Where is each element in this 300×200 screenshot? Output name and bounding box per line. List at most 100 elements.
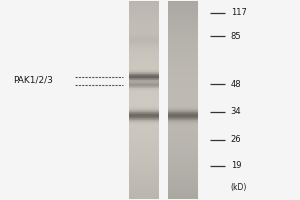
Bar [168, 123, 198, 124]
Bar [129, 110, 159, 111]
Bar [129, 31, 159, 32]
Text: 117: 117 [231, 8, 247, 17]
Bar [129, 187, 159, 189]
Bar [168, 123, 198, 124]
Bar [129, 198, 159, 199]
Bar [129, 121, 159, 122]
Bar [129, 173, 159, 174]
Bar [168, 121, 198, 123]
Bar [129, 50, 159, 51]
Bar [129, 34, 159, 35]
Text: 26: 26 [231, 135, 241, 144]
Bar [168, 171, 198, 173]
Bar [129, 51, 159, 52]
Bar [129, 31, 159, 32]
Bar [168, 111, 198, 112]
Bar [129, 152, 159, 153]
Bar [129, 157, 159, 158]
Bar [168, 110, 198, 111]
Bar [129, 85, 159, 87]
Bar [129, 79, 159, 80]
Bar [129, 125, 159, 126]
Bar [129, 117, 159, 119]
Bar [129, 166, 159, 168]
Bar [129, 89, 159, 90]
Bar [129, 161, 159, 162]
Bar [129, 114, 159, 115]
Bar [129, 120, 159, 121]
Bar [129, 1, 159, 2]
Bar [168, 186, 198, 187]
Bar [168, 56, 198, 58]
Bar [168, 114, 198, 115]
Bar [129, 165, 159, 166]
Bar [129, 95, 159, 96]
Bar [168, 119, 198, 120]
Bar [168, 79, 198, 80]
Text: 34: 34 [231, 107, 241, 116]
Bar [129, 52, 159, 54]
Bar [129, 78, 159, 79]
Bar [129, 99, 159, 100]
Bar [168, 185, 198, 186]
Bar [168, 96, 198, 97]
Bar [129, 10, 159, 11]
Bar [168, 125, 198, 126]
Bar [168, 38, 198, 39]
Bar [129, 46, 159, 47]
Bar [168, 66, 198, 67]
Bar [168, 174, 198, 175]
Bar [129, 182, 159, 183]
Bar [168, 59, 198, 60]
Bar [129, 108, 159, 109]
Bar [168, 142, 198, 144]
Bar [129, 59, 159, 60]
Bar [168, 121, 198, 122]
Bar [129, 113, 159, 114]
Bar [168, 109, 198, 111]
Bar [129, 80, 159, 81]
Bar [168, 160, 198, 161]
Bar [129, 39, 159, 40]
Bar [168, 23, 198, 25]
Bar [168, 119, 198, 120]
Bar [129, 189, 159, 190]
Bar [168, 132, 198, 133]
Bar [168, 81, 198, 83]
Bar [129, 21, 159, 22]
Bar [168, 194, 198, 195]
Bar [129, 86, 159, 87]
Bar [129, 19, 159, 21]
Bar [129, 130, 159, 132]
Bar [168, 55, 198, 56]
Bar [168, 15, 198, 17]
Bar [168, 145, 198, 146]
Bar [129, 119, 159, 120]
Bar [129, 193, 159, 194]
Bar [129, 141, 159, 142]
Bar [168, 116, 198, 117]
Bar [129, 15, 159, 17]
Bar [168, 158, 198, 160]
Bar [168, 115, 198, 116]
Bar [168, 141, 198, 142]
Bar [129, 140, 159, 141]
Bar [168, 198, 198, 199]
Bar [168, 136, 198, 137]
Bar [168, 124, 198, 125]
Bar [129, 93, 159, 95]
Bar [129, 47, 159, 48]
Bar [168, 89, 198, 91]
Bar [129, 26, 159, 27]
Bar [168, 95, 198, 96]
Bar [129, 69, 159, 70]
Bar [159, 1, 168, 199]
Bar [168, 2, 198, 3]
Bar [129, 74, 159, 75]
Bar [168, 100, 198, 101]
Bar [168, 111, 198, 112]
Bar [129, 62, 159, 63]
Bar [168, 31, 198, 32]
Bar [129, 7, 159, 9]
Bar [129, 97, 159, 99]
